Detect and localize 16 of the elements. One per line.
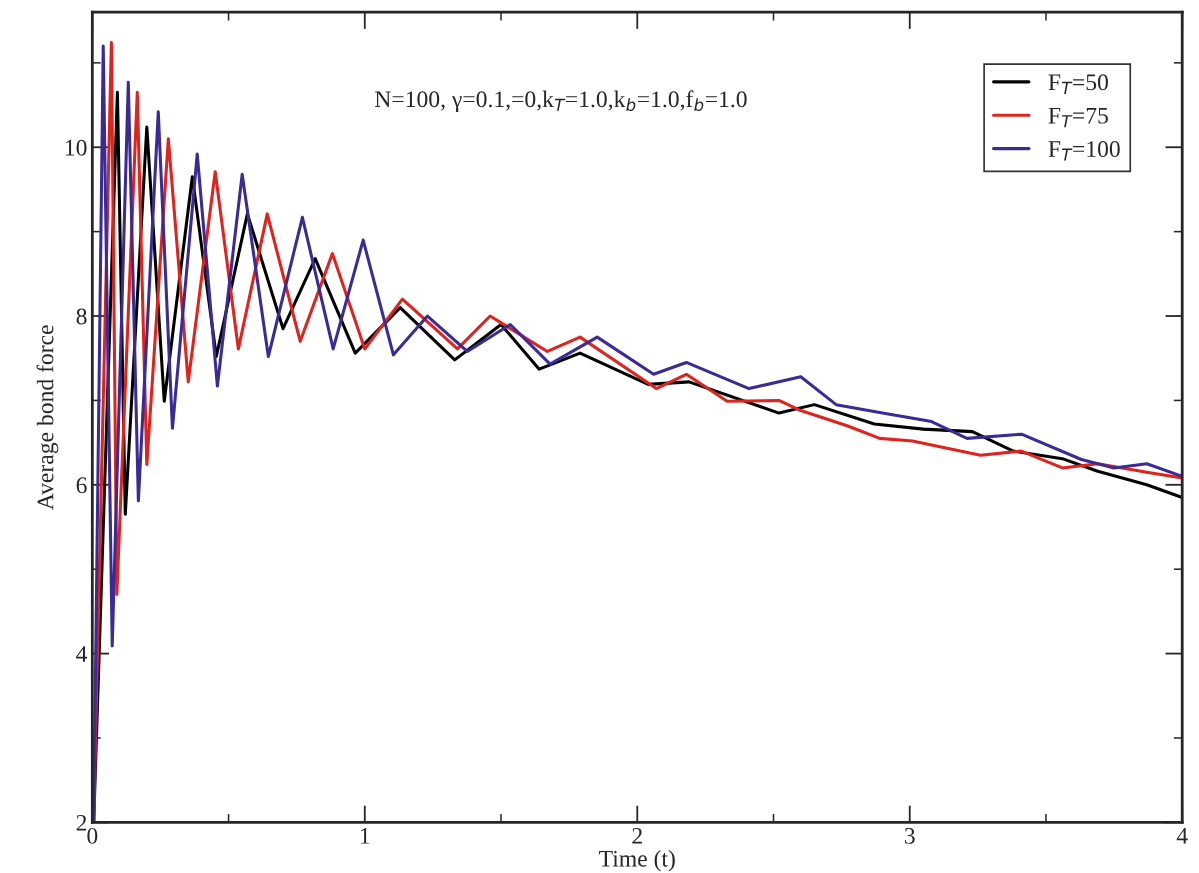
y-axis-title: Average bond force [36, 325, 59, 510]
y-tick-label: 2 [76, 814, 87, 831]
x-tick-label: 1 [360, 828, 370, 844]
x-tick-label: 3 [904, 827, 915, 844]
y-tick-label: 10 [65, 139, 87, 156]
legend-label: F$_{T}$=100 [1048, 141, 1120, 161]
x-tick-label: 2 [632, 827, 642, 844]
legend-label: F$_{T}$=75 [1048, 107, 1108, 128]
x-tick-label: 0 [87, 827, 98, 844]
y-tick-label: 4 [76, 646, 88, 662]
x-axis-title: Time (t) [599, 850, 675, 872]
x-tick-label: 4 [1176, 828, 1188, 844]
y-tick-label: 8 [76, 308, 87, 325]
annotation: N=100, γ=0.1,=0,k$_{T}$=1.0,k$_{b}$=1.0,f$_{b}$=1.0 [375, 90, 747, 113]
y-tick-label: 6 [76, 477, 87, 494]
legend-label: F$_{T}$=50 [1048, 74, 1108, 94]
